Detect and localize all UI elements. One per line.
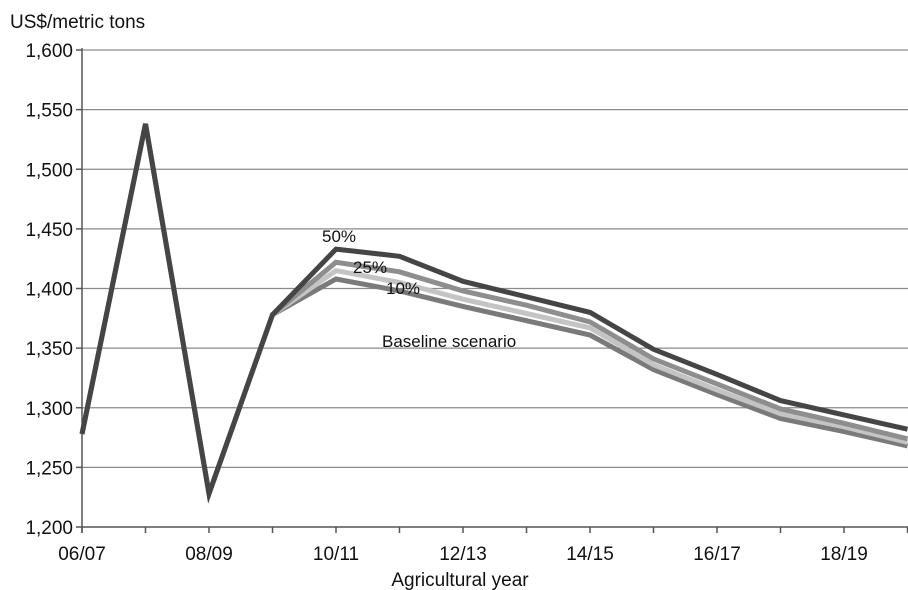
y-tick-label: 1,250 <box>25 458 73 479</box>
series-lines <box>79 123 908 504</box>
y-tick-label: 1,450 <box>25 220 73 241</box>
x-tick-label: 16/17 <box>693 544 741 565</box>
series-labels: Baseline scenario 10% 25% 50% <box>322 227 516 351</box>
y-tick-label: 1,600 <box>25 41 73 62</box>
x-tick-label: 10/11 <box>313 544 359 565</box>
series-label: 50% <box>322 227 356 246</box>
y-tick-label: 1,550 <box>25 101 73 122</box>
series-line-50 <box>79 123 908 504</box>
series-label: 10% <box>386 279 420 298</box>
x-tick-label: 18/19 <box>820 544 868 565</box>
x-tick-label: 08/09 <box>185 544 233 565</box>
x-tick-labels: 06/07 08/09 10/11 12/13 14/15 16/17 18/19 <box>58 544 868 565</box>
series-line-10 <box>79 123 908 504</box>
y-axis-label: US$/metric tons <box>10 12 145 33</box>
y-tick-label: 1,300 <box>25 399 73 420</box>
y-tick-label: 1,200 <box>25 518 73 539</box>
y-tick-label: 1,500 <box>25 160 73 181</box>
axes <box>76 48 908 533</box>
x-tick-label: 12/13 <box>439 544 487 565</box>
x-tick-label: 14/15 <box>566 544 614 565</box>
x-tick-label: 06/07 <box>58 544 106 565</box>
grid-lines <box>82 49 908 468</box>
y-tick-label: 1,350 <box>25 339 73 360</box>
y-tick-labels: 1,200 1,250 1,300 1,350 1,400 1,450 1,500 1,550… <box>25 41 73 539</box>
y-tick-label: 1,400 <box>25 280 73 301</box>
series-label: Baseline scenario <box>382 332 516 351</box>
x-axis-label: Agricultural year <box>391 570 529 590</box>
series-label: 25% <box>353 258 387 277</box>
